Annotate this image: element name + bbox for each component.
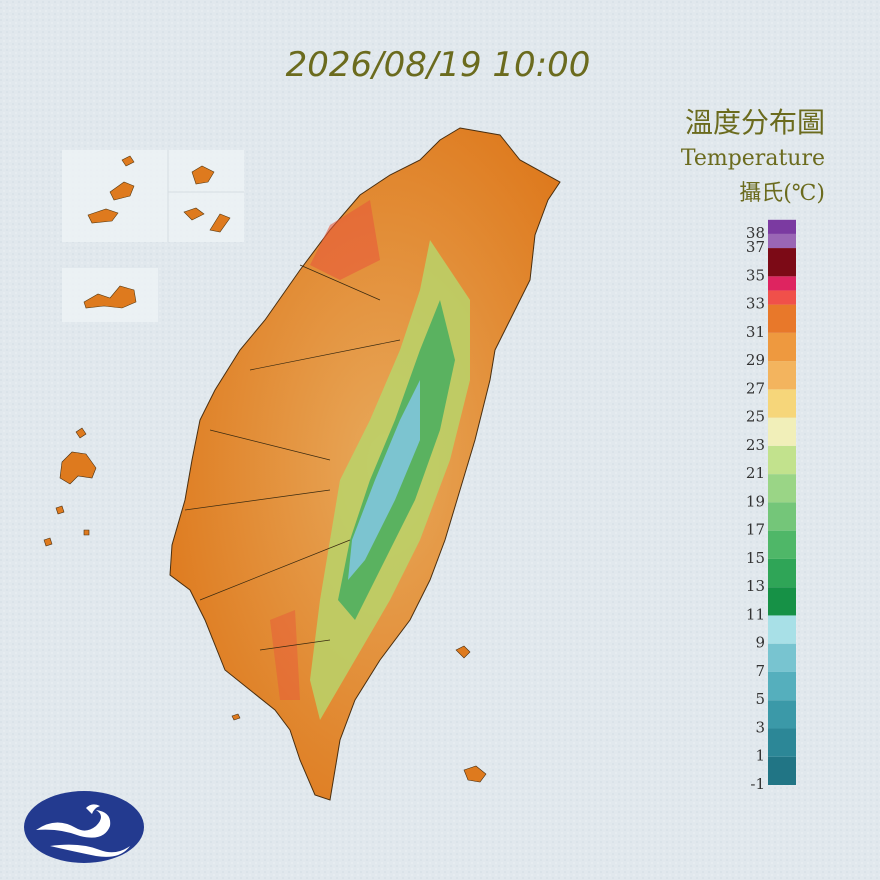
color-band [768, 248, 796, 277]
timestamp: 2026/08/19 10:00 [286, 45, 591, 85]
color-band [768, 530, 796, 559]
scale-label: -1 [750, 775, 765, 793]
color-band [768, 474, 796, 503]
color-band [768, 290, 796, 305]
color-band [768, 558, 796, 588]
scale-label: 27 [746, 379, 765, 397]
legend-subtitle: Temperature [681, 146, 825, 171]
scale-label: 3 [755, 718, 765, 736]
legend-title: 溫度分布圖 [685, 106, 825, 139]
scale-label: 13 [746, 577, 765, 595]
scale-label: 38 [746, 224, 765, 242]
scale-label: 25 [746, 408, 765, 426]
color-band [768, 276, 796, 291]
scale-label: 15 [746, 549, 765, 567]
scale-label: 23 [746, 436, 765, 454]
color-band [768, 643, 796, 672]
color-band [768, 502, 796, 531]
color-band [768, 615, 796, 644]
scale-label: 29 [746, 351, 765, 369]
scale-label: 33 [746, 295, 765, 313]
scale-label: 31 [746, 323, 765, 341]
color-band [768, 389, 796, 418]
color-band [768, 445, 796, 475]
scale-label: 7 [755, 662, 765, 680]
color-band [768, 417, 796, 446]
color-band [768, 361, 796, 390]
scale-label: 17 [746, 521, 765, 539]
taiwan [169, 127, 561, 801]
scale-label: 35 [746, 266, 765, 284]
scale-label: 11 [746, 605, 765, 623]
color-band [768, 700, 796, 729]
color-band [768, 233, 796, 249]
color-band [768, 332, 796, 362]
insets [62, 150, 244, 322]
scale-label: 9 [755, 634, 765, 652]
scale-label: 1 [755, 747, 765, 765]
color-band [768, 728, 796, 757]
color-band [768, 587, 796, 616]
color-band [768, 756, 796, 785]
scale-label: 5 [755, 690, 765, 708]
color-band [768, 671, 796, 701]
legend-unit: 攝氏(℃) [739, 181, 825, 206]
scale-label: 37 [746, 238, 765, 256]
color-band [768, 304, 796, 333]
scale-label: 19 [746, 492, 765, 510]
logo [24, 791, 144, 863]
islands [43, 427, 487, 783]
color-band [768, 219, 796, 234]
scale-label: 21 [746, 464, 765, 482]
